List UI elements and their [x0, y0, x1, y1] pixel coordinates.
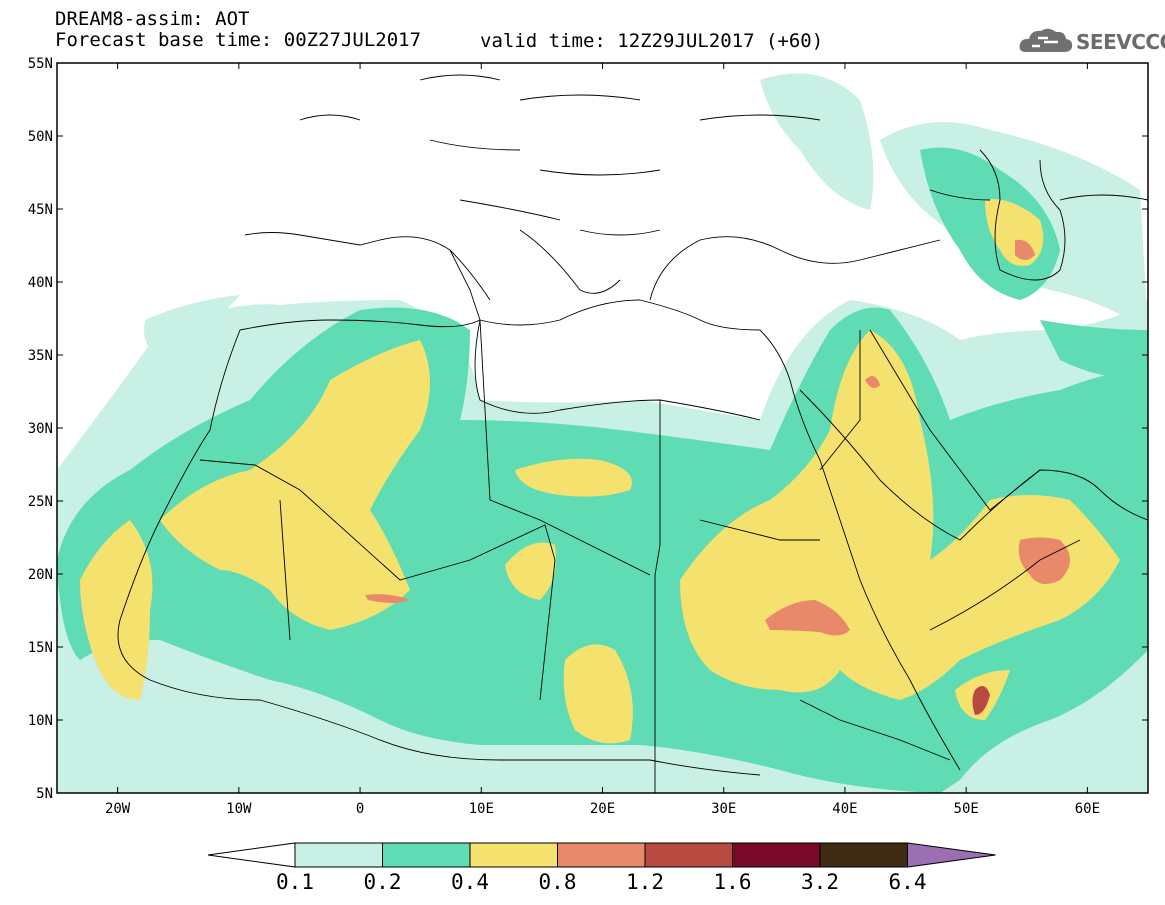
map-title: DREAM8-assim: AOT [55, 8, 250, 30]
lat-tick-label: 25N [28, 494, 53, 510]
colorbar-label: 0.8 [539, 870, 577, 894]
lon-tick-label: 10E [469, 801, 494, 817]
valid-time: valid time: 12Z29JUL2017 (+60) [480, 30, 824, 52]
colorbar-segment [469, 842, 558, 868]
colorbar-segment [557, 842, 646, 868]
colorbar-label: 0.2 [364, 870, 402, 894]
lat-tick-label: 5N [36, 786, 53, 802]
colorbar-label: 0.4 [451, 870, 489, 894]
colorbar-segment [819, 842, 908, 868]
lon-tick-label: 50E [954, 801, 979, 817]
latitude-ticks: 55N 50N 45N 40N 35N 30N 25N 20N 15N 10N 5N [28, 56, 1148, 802]
lat-tick-label: 50N [28, 129, 53, 145]
lat-tick-label: 45N [28, 202, 53, 218]
lon-tick-label: 0 [356, 801, 364, 817]
lat-tick-label: 15N [28, 640, 53, 656]
forecast-base-time: Forecast base time: 00Z27JUL2017 [55, 29, 422, 51]
colorbar-high-arrow [907, 842, 996, 868]
lon-tick-label: 60E [1075, 801, 1100, 817]
lat-tick-label: 10N [28, 713, 53, 729]
lat-tick-label: 40N [28, 275, 53, 291]
lon-tick-label: 20E [590, 801, 615, 817]
coastlines [117, 74, 1148, 793]
lat-tick-label: 30N [28, 421, 53, 437]
lon-tick-label: 40E [832, 801, 857, 817]
colorbar-segment [382, 842, 471, 868]
cloud-icon [1019, 28, 1073, 52]
seevccc-logo: SEEVCCC [1018, 24, 1165, 58]
logo-text: SEEVCCC [1076, 30, 1165, 54]
colorbar-label: 3.2 [801, 870, 839, 894]
lat-tick-label: 20N [28, 567, 53, 583]
aot-shading [57, 63, 1148, 793]
colorbar-segment [294, 842, 383, 868]
colorbar-low-arrow [207, 842, 296, 868]
lon-tick-label: 10W [226, 801, 252, 817]
longitude-ticks: 20W 10W 0 10E 20E 30E 40E 50E 60E [105, 63, 1100, 817]
colorbar: 0.1 0.2 0.4 0.8 1.2 1.6 3.2 6.4 [207, 842, 996, 894]
colorbar-label: 1.2 [626, 870, 664, 894]
colorbar-segment [644, 842, 733, 868]
lon-tick-label: 30E [711, 801, 736, 817]
lat-tick-label: 55N [28, 56, 53, 72]
lon-tick-label: 20W [105, 801, 131, 817]
colorbar-label: 0.1 [276, 870, 314, 894]
colorbar-segment [732, 842, 821, 868]
lat-tick-label: 35N [28, 348, 53, 364]
colorbar-label: 6.4 [889, 870, 927, 894]
colorbar-label: 1.6 [714, 870, 752, 894]
